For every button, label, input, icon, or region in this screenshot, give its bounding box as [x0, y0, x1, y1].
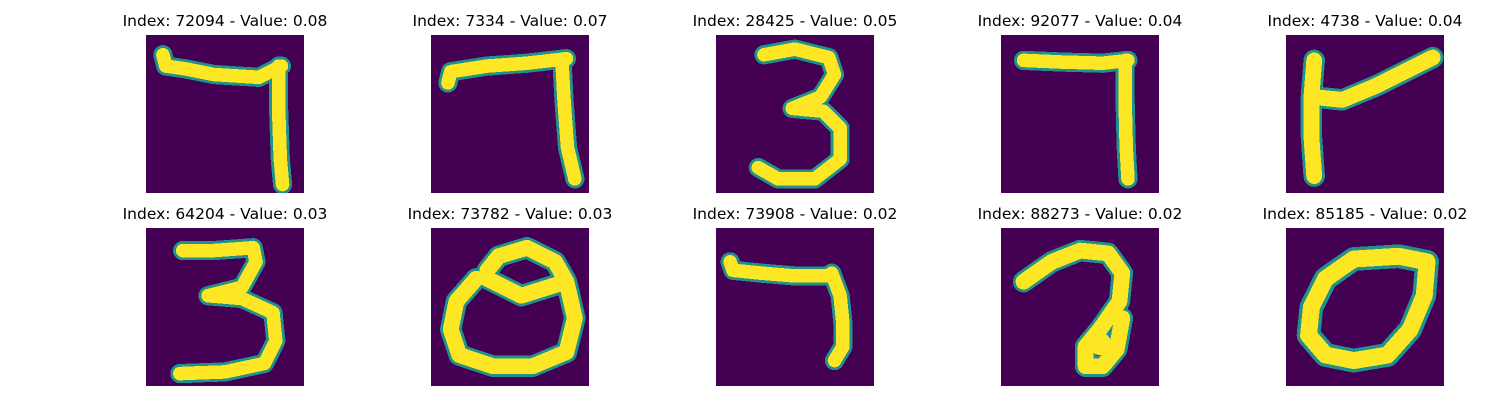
digit-panel-8: Index: 73908 - Value: 0.02 — [665, 204, 925, 394]
panel-title: Index: 7334 - Value: 0.07 — [412, 12, 608, 30]
digit-panel-3: Index: 28425 - Value: 0.05 — [665, 11, 925, 201]
digit-panel-5: Index: 4738 - Value: 0.04 — [1235, 11, 1495, 201]
panel-title: Index: 92077 - Value: 0.04 — [977, 12, 1183, 30]
panel-title: Index: 73908 - Value: 0.02 — [692, 205, 898, 223]
panel-title: Index: 85185 - Value: 0.02 — [1262, 205, 1468, 223]
digit-image — [1001, 35, 1159, 193]
digit-panel-2: Index: 7334 - Value: 0.07 — [380, 11, 640, 201]
digit-image — [146, 228, 304, 386]
digit-panel-9: Index: 88273 - Value: 0.02 — [950, 204, 1210, 394]
panel-title: Index: 4738 - Value: 0.04 — [1267, 12, 1463, 30]
digit-panel-10: Index: 85185 - Value: 0.02 — [1235, 204, 1495, 394]
digit-panel-6: Index: 64204 - Value: 0.03 — [95, 204, 355, 394]
digit-image — [1286, 228, 1444, 386]
panel-title: Index: 88273 - Value: 0.02 — [977, 205, 1183, 223]
panel-title: Index: 72094 - Value: 0.08 — [122, 12, 328, 30]
panel-title: Index: 64204 - Value: 0.03 — [122, 205, 328, 223]
digit-image — [431, 228, 589, 386]
panel-title: Index: 73782 - Value: 0.03 — [407, 205, 613, 223]
digit-panel-1: Index: 72094 - Value: 0.08 — [95, 11, 355, 201]
digit-image — [716, 228, 874, 386]
digit-image — [431, 35, 589, 193]
digit-image — [146, 35, 304, 193]
panel-title: Index: 28425 - Value: 0.05 — [692, 12, 898, 30]
digit-panel-7: Index: 73782 - Value: 0.03 — [380, 204, 640, 394]
digit-panel-4: Index: 92077 - Value: 0.04 — [950, 11, 1210, 201]
digit-image — [1001, 228, 1159, 386]
digit-image — [1286, 35, 1444, 193]
digit-image — [716, 35, 874, 193]
